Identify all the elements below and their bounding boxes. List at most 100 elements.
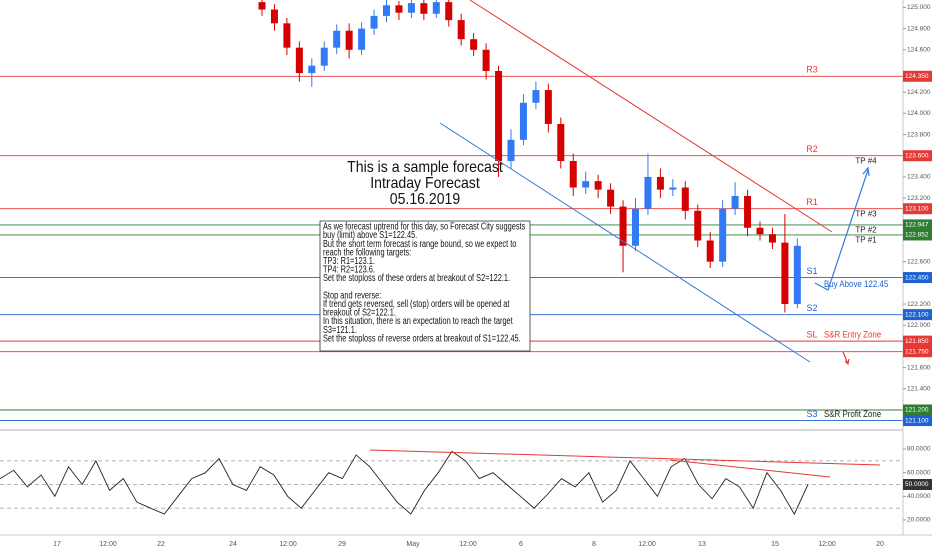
target-label: TP #1 [855, 236, 877, 245]
y-tick-label: 124.000 [907, 110, 931, 117]
level-badge-label: 121.750 [905, 348, 929, 355]
level-badge [903, 404, 932, 416]
x-tick-label: 13 [698, 541, 706, 548]
note-line: Set the stoploss of reverse orders at br… [323, 332, 521, 343]
x-tick-label: 12:00 [279, 541, 297, 548]
candle-body [507, 139, 515, 162]
candle-body [295, 47, 303, 74]
level-note: Buy Above 122.45 [824, 278, 888, 289]
candle-body [395, 5, 403, 13]
note-box [319, 220, 531, 352]
x-tick-label: 22 [157, 541, 165, 548]
y-tick-label: 40.0000 [907, 493, 931, 500]
candle-body [731, 195, 739, 209]
note-line: In this situation, there is an expectati… [323, 315, 513, 326]
level-badge-label: 124.350 [905, 73, 929, 80]
candle-body [632, 208, 639, 246]
note-line: But the short term forecast is range bou… [323, 238, 516, 249]
candle-body [544, 90, 552, 124]
note-line: TP3: R1=123.1. [323, 255, 375, 266]
candle-body [768, 234, 776, 243]
title-line: 05.16.2019 [390, 190, 460, 208]
y-tick-label: 124.600 [907, 47, 931, 54]
level-badge [903, 150, 932, 162]
level-badge [903, 272, 932, 284]
y-tick-label: 123.400 [907, 174, 931, 181]
candle-body [383, 5, 390, 16]
level-badge [903, 309, 932, 321]
candle-body [756, 227, 764, 235]
candle-body [432, 2, 440, 14]
level-name: R3 [806, 65, 818, 75]
candle-body [457, 20, 465, 40]
y-tick-label: 123.800 [907, 131, 931, 138]
value-badge-label: 50.0000 [905, 481, 929, 488]
trend-line [369, 449, 881, 466]
x-tick-label: May [406, 541, 420, 548]
candle-body [569, 161, 577, 188]
level-note: S&R Entry Zone [824, 329, 881, 340]
candle-body [582, 181, 590, 188]
note-line: breakout of S2=122.1. [323, 307, 396, 318]
x-tick-label: 12:00 [638, 541, 656, 548]
y-tick-label: 124.200 [907, 89, 931, 96]
candle-body [320, 47, 328, 66]
y-tick-label: 124.800 [907, 25, 931, 32]
candle-body [644, 176, 652, 209]
x-tick-label: 24 [229, 541, 237, 548]
target-label: TP #3 [855, 209, 877, 218]
level-badge-label: 123.100 [905, 205, 929, 212]
level-badge-label: 122.852 [905, 232, 929, 239]
candle-body [495, 70, 503, 162]
candle-body [669, 187, 677, 190]
candle-body [694, 210, 702, 241]
title-line: Intraday Forecast [370, 174, 480, 192]
level-name: SL [806, 330, 817, 340]
level-badge [903, 70, 932, 82]
value-badge [903, 479, 932, 491]
trend-line [469, 0, 833, 233]
y-tick-label: 122.600 [907, 258, 931, 265]
candle-body [482, 49, 490, 71]
candle-body [345, 30, 353, 50]
x-tick-label: 17 [53, 541, 61, 548]
trend-line [669, 459, 831, 478]
note-line: TP4: R2=123.6. [323, 264, 375, 275]
level-name: R1 [806, 197, 818, 207]
level-note: S&R Profit Zone [824, 408, 881, 419]
candle-body [557, 123, 565, 162]
candle-body [719, 208, 727, 262]
y-tick-label: 80.0000 [907, 446, 931, 453]
candle-body [781, 242, 789, 305]
target-label: TP #4 [855, 156, 877, 165]
x-tick-label: 12:00 [99, 541, 117, 548]
note-line: reach the following targets: [323, 246, 411, 257]
note-line: As we forecast uptrend for this day, so … [323, 221, 526, 232]
note-line: Set the stoploss of these orders at brea… [323, 272, 510, 283]
candle-body [532, 90, 540, 103]
level-badge [903, 335, 932, 347]
candle-body [370, 15, 378, 29]
level-name: R2 [806, 144, 818, 154]
level-badge-label: 121.850 [905, 338, 929, 345]
arrow-head [862, 166, 870, 177]
candle-body [744, 195, 752, 228]
level-name: S3 [806, 409, 817, 419]
level-badge-label: 123.600 [905, 152, 929, 159]
candle-body [706, 240, 714, 262]
axis-labels: 125.000 124.800 124.600 124.200 124.000 123.8… [53, 4, 932, 548]
level-name: S1 [806, 266, 817, 276]
level-badge [903, 346, 932, 358]
candle-body [407, 3, 415, 13]
oscillator-line [0, 450, 809, 516]
x-tick-label: 8 [592, 541, 596, 548]
candle-body [420, 3, 428, 14]
candle-body [270, 9, 278, 24]
candle-body [358, 28, 366, 50]
x-tick-label: 29 [338, 541, 346, 548]
y-tick-label: 123.200 [907, 195, 931, 202]
candle-body [594, 181, 602, 190]
level-badge [903, 415, 932, 427]
level-badge-label: 122.100 [905, 311, 929, 318]
